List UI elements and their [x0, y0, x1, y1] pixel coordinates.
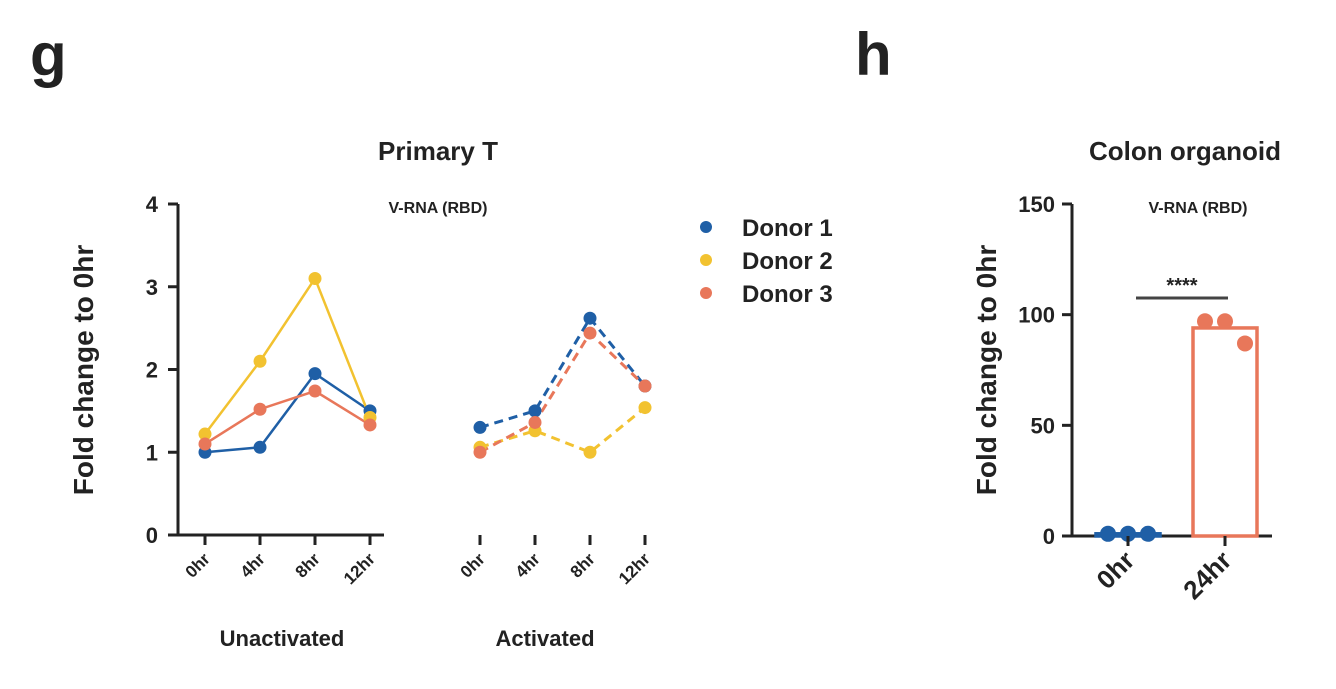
data-point-0hr — [1120, 525, 1136, 542]
chart-h-y-tick-label: 50 — [1031, 413, 1055, 438]
data-point-donor-2 — [638, 401, 652, 415]
chart-g-x-tick-label: 0hr — [182, 549, 214, 581]
chart-g-title: Primary T — [378, 136, 498, 166]
chart-h: Colon organoid V-RNA (RBD) Fold change t… — [971, 136, 1281, 605]
chart-g-x-tick-label: 4hr — [512, 549, 544, 581]
chart-h-subtitle: V-RNA (RBD) — [1149, 200, 1248, 217]
bar-24hr — [1191, 326, 1259, 538]
chart-g-x-tick-label: 12hr — [340, 549, 379, 588]
series-line-donor-1-unactivated — [204, 371, 371, 454]
legend-label-donor-1: Donor 1 — [742, 215, 833, 242]
group-label-unactivated: Unactivated — [220, 626, 345, 651]
legend-marker-donor-1 — [700, 221, 712, 233]
chart-g-x-tick-label: 4hr — [237, 549, 269, 581]
significance-stars: **** — [1166, 275, 1197, 297]
chart-g-x-tick-label: 12hr — [615, 549, 654, 588]
data-point-donor-2 — [583, 445, 597, 459]
chart-h-y-tick-label: 100 — [1018, 303, 1055, 328]
series-line-donor-3-activated — [479, 330, 647, 454]
data-point-24hr — [1197, 313, 1213, 330]
chart-g-y-tick-label: 3 — [146, 275, 158, 300]
chart-h-y-tick-label: 150 — [1018, 192, 1055, 217]
data-point-donor-3 — [583, 326, 597, 340]
series-line-donor-1-activated — [479, 315, 647, 429]
data-point-donor-1 — [528, 404, 542, 418]
chart-g-ylabel: Fold change to 0hr — [68, 245, 99, 496]
data-point-0hr — [1140, 525, 1156, 542]
data-point-donor-3 — [308, 384, 322, 398]
data-point-donor-1 — [253, 440, 267, 454]
chart-h-x-tick-label: 24hr — [1177, 545, 1237, 605]
group-label-activated: Activated — [495, 626, 594, 651]
chart-h-y-tick-label: 0 — [1043, 524, 1055, 549]
data-point-donor-3 — [473, 445, 487, 459]
data-point-donor-1 — [473, 420, 487, 434]
chart-g: Primary T V-RNA (RBD) Fold change to 0hr… — [68, 136, 833, 651]
chart-g-x-tick-label: 8hr — [292, 549, 324, 581]
data-point-24hr — [1217, 313, 1233, 330]
data-point-0hr — [1100, 525, 1116, 542]
data-point-donor-3 — [253, 402, 267, 416]
chart-h-title: Colon organoid — [1089, 136, 1281, 166]
data-point-donor-3 — [638, 379, 652, 393]
legend: Donor 1 Donor 2 Donor 3 — [700, 215, 833, 308]
series-line-donor-2-unactivated — [204, 275, 372, 435]
data-point-donor-3 — [198, 437, 212, 451]
chart-g-x-tick-label: 8hr — [567, 549, 599, 581]
legend-label-donor-2: Donor 2 — [742, 248, 833, 275]
chart-h-ylabel: Fold change to 0hr — [971, 245, 1002, 496]
series-line-donor-3-unactivated — [204, 389, 371, 446]
chart-h-x-tick-label: 0hr — [1090, 545, 1140, 595]
chart-g-subtitle: V-RNA (RBD) — [389, 200, 488, 217]
chart-g-y-tick-label: 2 — [146, 358, 158, 383]
data-point-donor-2 — [198, 427, 212, 441]
panel-label-g: g — [30, 21, 67, 88]
data-point-donor-1 — [583, 311, 597, 325]
series-line-donor-2-activated — [479, 406, 646, 454]
legend-marker-donor-2 — [700, 254, 712, 266]
data-point-donor-3 — [363, 418, 377, 432]
chart-g-y-tick-label: 4 — [146, 192, 159, 217]
data-point-donor-2 — [253, 354, 267, 368]
legend-label-donor-3: Donor 3 — [742, 281, 833, 308]
data-point-donor-2 — [308, 271, 322, 285]
panel-label-h: h — [855, 21, 892, 88]
chart-g-y-tick-label: 1 — [146, 440, 158, 465]
chart-g-y-tick-label: 0 — [146, 523, 158, 548]
chart-g-x-tick-label: 0hr — [457, 549, 489, 581]
legend-marker-donor-3 — [700, 287, 712, 299]
data-point-donor-1 — [308, 367, 322, 381]
data-point-24hr — [1237, 335, 1253, 352]
data-point-donor-3 — [528, 415, 542, 429]
